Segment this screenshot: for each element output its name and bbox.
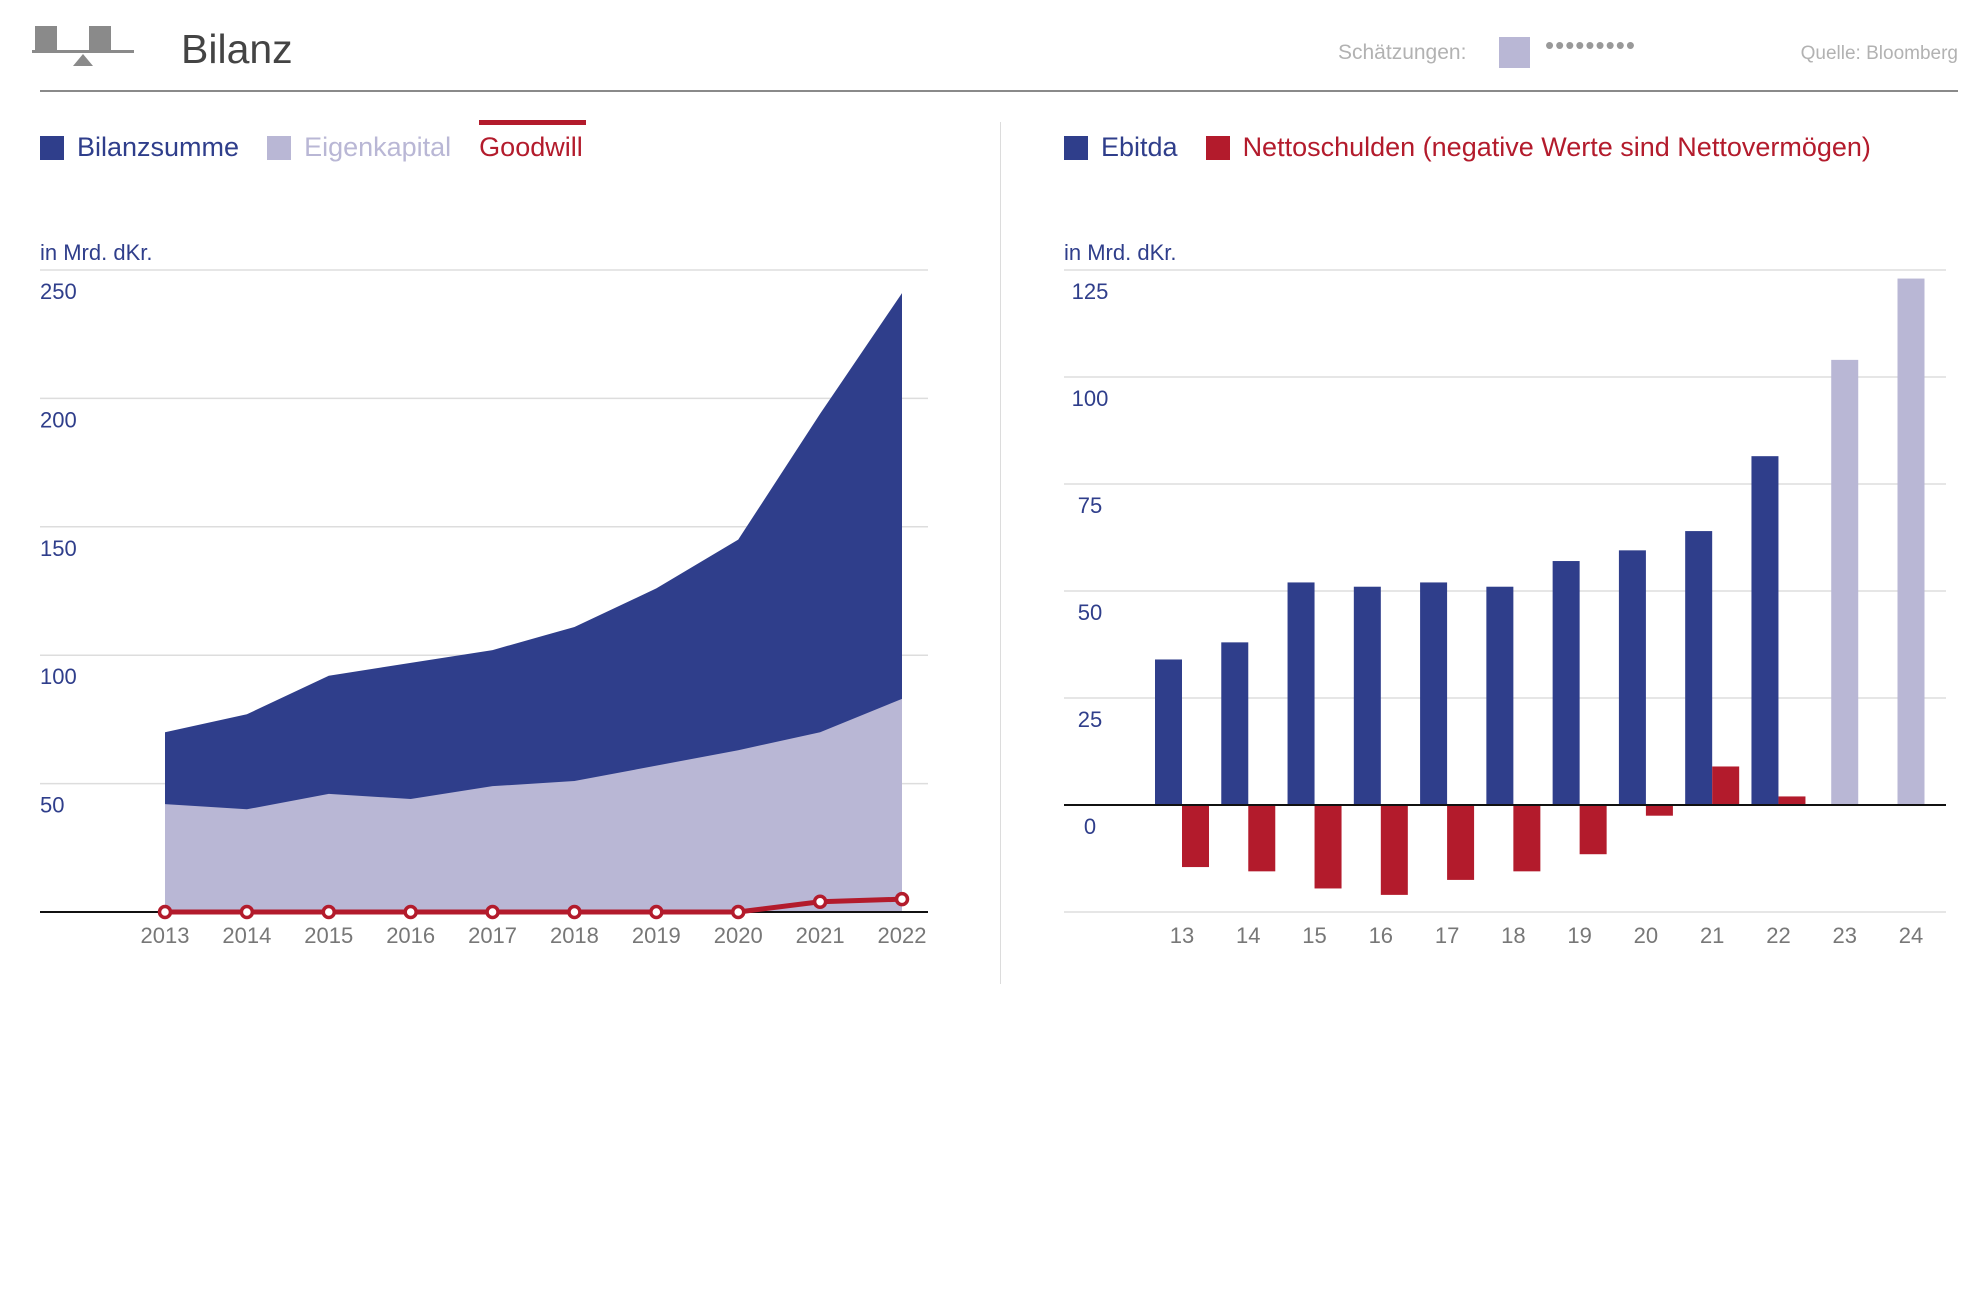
balance-area-chart: 50 100 150 200 250 2013 2014 2015 2016 2017 2018 20… [40,269,928,948]
legend-item-ebitda: Ebitda [1064,132,1178,163]
goodwill-point [157,904,173,920]
unit-label-right: in Mrd. dKr. [1064,240,1177,265]
unit-label-left: in Mrd. dKr. [40,240,153,265]
header: Bilanz Schätzungen: ••••••••• Quelle: Bl… [0,0,1988,92]
x-tick-label: 23 [1832,923,1856,948]
y-tick-label: 50 [40,793,64,818]
y-tick-label: 25 [1078,707,1102,732]
x-tick-label: 2021 [796,923,845,948]
header-divider [40,90,1958,92]
x-tick-label: 2013 [141,923,190,948]
x-tick-label: 15 [1302,923,1326,948]
ebitda-bar [1155,659,1182,805]
nettoschulden-bar [1248,805,1276,872]
y-tick-label: 0 [1084,814,1096,839]
y-tick-label: 75 [1078,493,1102,518]
y-tick-label: 125 [1072,279,1109,304]
legend-item-bilanzsumme: Bilanzsumme [40,132,239,163]
goodwill-point [485,904,500,920]
balance-scale-icon [32,26,134,66]
goodwill-point [894,891,910,907]
nettoschulden-bar [1314,805,1342,889]
ebitda-bar [1552,561,1580,805]
goodwill-point [321,904,337,920]
area-eigenkapital [165,698,902,912]
estimates-swatch [1499,37,1530,68]
x-tick-label: 13 [1170,923,1194,948]
x-tick-label: 2016 [386,923,435,948]
ebitda-bar [1287,582,1315,805]
legend-label: Ebitda [1101,132,1178,162]
legend-item-eigenkapital: Eigenkapital [267,132,451,163]
legend-swatch [1064,135,1088,160]
page-title: Bilanz [181,26,293,72]
x-tick-label: 14 [1236,923,1260,948]
x-tick-label: 2020 [714,923,763,948]
goodwill-point [649,904,664,920]
y-tick-label: 50 [1078,600,1102,625]
ebitda-bar [1353,586,1381,805]
legend-label: Bilanzsumme [77,132,240,162]
legend-item-nettoschulden: Nettoschulden (negative Werte sind Netto… [1205,132,1871,163]
x-tick-label: 17 [1435,923,1459,948]
x-tick-label: 18 [1501,923,1525,948]
goodwill-point [812,894,828,909]
y-tick-label: 150 [40,536,77,561]
x-tick-label: 2019 [632,923,681,948]
ebitda-estimate-bar [1897,278,1925,805]
panel-divider [1000,122,1001,984]
y-tick-label: 100 [40,664,77,689]
y-tick-label: 100 [1072,386,1109,411]
y-tick-label: 250 [40,279,77,304]
x-tick-label: 16 [1369,923,1393,948]
nettoschulden-bar [1645,805,1673,816]
nettoschulden-bar [1712,766,1740,805]
estimates-dots: ••••••••• [1545,30,1636,60]
ebitda-bar [1221,642,1249,805]
legend-swatch [267,135,292,160]
nettoschulden-bar [1182,805,1209,868]
goodwill-point [239,904,255,920]
ebitda-bar [1751,456,1779,805]
ebitda-bar [1486,586,1514,805]
ebitda-bar-chart: 0 25 50 75 100 125 13 14 15 16 17 18 19 20 21 22 23 24 [1064,269,1946,948]
nettoschulden-bar [1380,805,1408,895]
ebitda-estimate-bar [1831,359,1859,805]
x-tick-label: 2017 [468,923,517,948]
ebitda-bar [1420,582,1448,805]
nettoschulden-bar [1579,805,1607,855]
goodwill-point [567,904,582,920]
legend-item-goodwill: Goodwill [479,120,587,163]
goodwill-point [730,904,746,920]
x-tick-label: 19 [1567,923,1591,948]
legend-left: Bilanzsumme Eigenkapital Goodwill [40,120,611,163]
y-tick-label: 200 [40,407,77,432]
x-tick-label: 2018 [550,923,599,948]
x-tick-label: 20 [1634,923,1658,948]
ebitda-bar [1618,550,1646,805]
legend-right: Ebitda Nettoschulden (negative Werte sin… [1064,132,1899,163]
x-tick-label: 2014 [222,923,271,948]
legend-label: Eigenkapital [304,132,452,162]
x-tick-label: 2022 [878,923,927,948]
legend-swatch [1205,135,1230,160]
nettoschulden-bar [1778,796,1806,805]
x-tick-label: 22 [1766,923,1790,948]
nettoschulden-bar [1447,805,1475,880]
goodwill-line [165,896,903,915]
legend-swatch [40,135,64,160]
goodwill-point [403,904,418,920]
source-label: Quelle: Bloomberg [1800,43,1958,64]
estimates-label: Schätzungen: [1338,41,1467,64]
legend-line-swatch [479,120,587,125]
legend-label: Goodwill [479,132,583,162]
nettoschulden-bar [1513,805,1541,872]
x-tick-label: 21 [1700,923,1724,948]
legend-label: Nettoschulden (negative Werte sind Netto… [1242,132,1871,162]
ebitda-bar [1685,531,1713,805]
x-tick-label: 2015 [304,923,353,948]
x-tick-label: 24 [1899,923,1923,948]
